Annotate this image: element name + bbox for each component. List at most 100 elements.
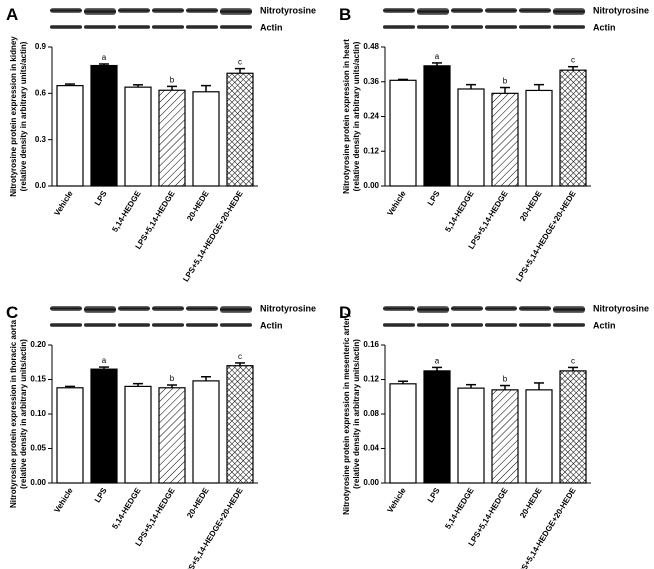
bar: [423, 370, 451, 484]
x-tick-label: 20-HEDE: [185, 486, 211, 520]
x-tick-label: Vehicle: [52, 189, 75, 218]
bar: [56, 85, 84, 187]
bar: [192, 380, 220, 484]
bar: [226, 365, 254, 484]
blot-label: Nitrotyrosine: [260, 303, 316, 313]
significance-letter: b: [170, 75, 175, 84]
bar: [56, 387, 84, 484]
bar: [457, 387, 485, 484]
x-tick-label: 20-HEDE: [518, 189, 544, 223]
y-tick-label: 0.6: [35, 88, 47, 97]
blot-band: [84, 8, 116, 15]
y-tick-label: 0.20: [30, 340, 46, 349]
blot-band: [519, 306, 551, 311]
y-tick-label: 0.16: [363, 340, 379, 349]
blot-band: [118, 25, 150, 29]
blot-band: [553, 323, 585, 327]
blot-band: [220, 306, 252, 313]
blot-band: [553, 8, 585, 15]
y-tick-label: 0.36: [363, 77, 379, 86]
blot-band: [383, 8, 415, 13]
bar: [423, 65, 451, 187]
blot-band: [383, 306, 415, 311]
significance-letter: b: [503, 375, 508, 384]
y-axis-label: Nitrotyrosine protein expression in hear…: [342, 39, 351, 194]
y-tick-label: 0.3: [35, 135, 47, 144]
blot-band: [417, 323, 449, 327]
blot-label: Actin: [260, 320, 283, 330]
bar: [158, 387, 186, 484]
blot-band: [519, 25, 551, 29]
panel-letter: B: [339, 5, 351, 24]
panel-letter: A: [6, 5, 18, 24]
y-tick-label: 0.10: [30, 409, 46, 418]
y-axis-label: Nitrotyrosine protein expression in kidn…: [9, 36, 18, 197]
y-tick-label: 0.15: [30, 375, 46, 384]
blot-band: [50, 306, 82, 311]
x-tick-label: LPS+5,14-HEDGE+20-HEDE: [514, 486, 578, 569]
y-tick-label: 0.05: [30, 444, 46, 453]
y-tick-label: 0.12: [363, 146, 379, 155]
blot-band: [50, 8, 82, 13]
x-tick-label: 5,14-HEDGE: [110, 486, 143, 531]
blot-band: [220, 8, 252, 15]
bar: [389, 383, 417, 484]
blot-band: [451, 323, 483, 327]
panel: B Nitrotyrosine Actin 0.00 0.12 0.24 0.36 0.48 N…: [339, 5, 649, 283]
bar: [389, 79, 417, 187]
y-axis-label: (relative density in arbitrary units/act…: [352, 41, 361, 191]
blot-label: Actin: [593, 320, 616, 330]
bar: [192, 91, 220, 187]
x-tick-label: LPS: [93, 189, 109, 208]
y-tick-label: 0.00: [363, 478, 379, 487]
blot-band: [519, 323, 551, 327]
x-tick-label: LPS+5,14-HEDGE+20-HEDE: [181, 486, 245, 569]
y-tick-label: 0.00: [363, 181, 379, 190]
y-tick-label: 0.24: [363, 112, 379, 121]
blot-band: [451, 25, 483, 29]
significance-letter: a: [102, 356, 107, 365]
x-tick-label: 5,14-HEDGE: [443, 486, 476, 531]
blot-band: [186, 8, 218, 13]
x-tick-label: Vehicle: [385, 486, 408, 515]
panel: C Nitrotyrosine Actin 0.00 0.05 0.10 0.15 0.20 N…: [6, 303, 316, 569]
blot-band: [553, 306, 585, 313]
y-tick-label: 0.48: [363, 42, 379, 51]
blot-band: [485, 306, 517, 311]
blot-band: [485, 323, 517, 327]
blot-band: [152, 8, 184, 13]
x-tick-label: LPS: [426, 189, 442, 208]
panel-letter: D: [339, 303, 351, 322]
blot-label: Actin: [260, 22, 283, 32]
blot-band: [451, 8, 483, 13]
y-axis-label: (relative density in arbitrary units/act…: [19, 339, 28, 489]
significance-letter: c: [238, 58, 242, 67]
y-axis-label: Nitrotyrosine protein expression in thor…: [9, 319, 18, 508]
bar: [124, 385, 152, 484]
bar: [559, 69, 587, 187]
y-tick-label: 0.00: [30, 478, 46, 487]
blot-label: Nitrotyrosine: [593, 5, 649, 15]
significance-letter: b: [170, 374, 175, 383]
bar: [559, 370, 587, 484]
x-tick-label: Vehicle: [385, 189, 408, 218]
x-tick-label: LPS: [426, 486, 442, 505]
x-tick-label: 20-HEDE: [518, 486, 544, 520]
blot-band: [152, 25, 184, 29]
x-tick-label: LPS+5,14-HEDGE+20-HEDE: [181, 189, 245, 284]
blot-band: [383, 323, 415, 327]
blot-label: Nitrotyrosine: [593, 303, 649, 313]
blot-band: [417, 306, 449, 313]
blot-band: [50, 323, 82, 327]
bar: [90, 368, 118, 484]
bar: [491, 92, 519, 187]
blot-band: [186, 323, 218, 327]
panel-letter: C: [6, 303, 18, 322]
blot-band: [50, 25, 82, 29]
significance-letter: a: [102, 53, 107, 62]
blot-band: [220, 323, 252, 327]
y-tick-label: 0.08: [363, 409, 379, 418]
significance-letter: c: [571, 356, 575, 365]
y-axis-label: Nitrotyrosine protein expression in mese…: [342, 313, 351, 515]
